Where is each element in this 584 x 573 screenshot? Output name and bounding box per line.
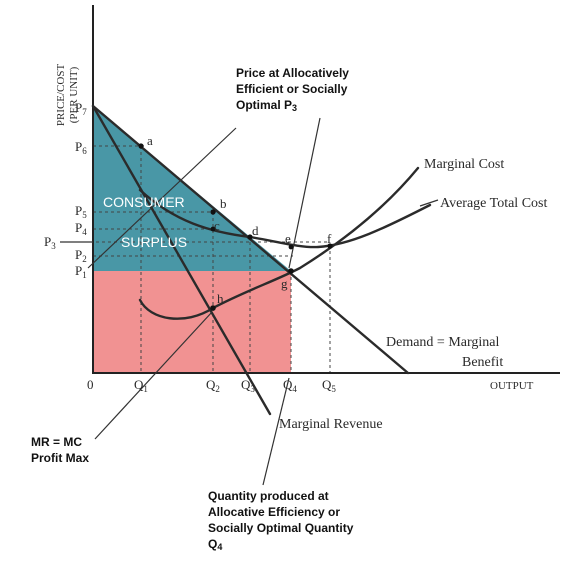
- y-tick-p2: P2: [75, 247, 87, 264]
- mrmc-annotation: MR = MC Profit Max: [31, 435, 89, 465]
- point-labels: a b c d e f g h: [147, 133, 332, 306]
- point-d-dot: [247, 234, 253, 240]
- price-annotation-line2: Efficient or Socially: [236, 82, 348, 96]
- average-total-cost-curve: [138, 188, 432, 249]
- y-tick-p3: P3: [44, 234, 56, 251]
- y-tick-p6: P6: [75, 139, 87, 156]
- quantity-annotation-line3: Socially Optimal Quantity: [208, 521, 354, 535]
- point-f-label: f: [327, 231, 332, 246]
- point-e-dot: [288, 244, 294, 250]
- guide-lines: [60, 145, 331, 373]
- y-axis-title-line1: PRICE/COST: [55, 64, 67, 127]
- mrmc-annotation-line2: Profit Max: [31, 451, 89, 465]
- demand-label-line1: Demand = Marginal: [386, 335, 499, 350]
- marginal-revenue-label: Marginal Revenue: [279, 417, 383, 432]
- point-b-label: b: [220, 196, 227, 211]
- y-tick-labels: P7 P6 P5 P4 P3 P2 P1: [44, 100, 87, 280]
- quantity-annotation-line1: Quantity produced at: [208, 489, 329, 503]
- quantity-annotation: Quantity produced at Allocative Efficien…: [208, 489, 354, 552]
- point-a-label: a: [147, 133, 153, 148]
- point-c-label: c: [214, 218, 220, 233]
- x-tick-q1: Q1: [134, 377, 148, 394]
- marginal-cost-label: Marginal Cost: [424, 157, 504, 172]
- marginal-revenue-curve: [91, 104, 272, 416]
- point-a-dot: [138, 143, 144, 149]
- curve-labels: Marginal Cost Average Total Cost Demand …: [279, 157, 547, 432]
- y-axis-title-line2: (PER UNIT): [68, 66, 80, 123]
- demand-label-line2: Benefit: [462, 355, 503, 370]
- price-annotation-line3: Optimal P3: [236, 98, 297, 113]
- consumer-label: CONSUMER: [103, 194, 185, 210]
- pointer-price-line-2: [288, 117, 321, 269]
- curve-points: [138, 143, 333, 311]
- marginal-cost-curve: [138, 166, 420, 320]
- average-total-cost-label: Average Total Cost: [440, 196, 547, 211]
- x-axis-title: OUTPUT: [490, 380, 534, 392]
- point-h-dot: [210, 305, 216, 311]
- pointer-price-line: [87, 127, 237, 269]
- price-annotation-line1: Price at Allocatively: [236, 66, 349, 80]
- y-tick-p5: P5: [75, 203, 87, 220]
- mrmc-annotation-line1: MR = MC: [31, 435, 82, 449]
- pointer-mrmc-line: [94, 311, 213, 440]
- point-c-dot: [210, 226, 216, 232]
- point-d-label: d: [252, 223, 259, 238]
- point-g-dot: [288, 268, 294, 274]
- y-tick-p7: P7: [75, 100, 87, 117]
- x-tick-q5: Q5: [322, 377, 336, 394]
- y-tick-p4: P4: [75, 220, 87, 237]
- x-tick-q2: Q2: [206, 377, 220, 394]
- x-tick-q4: Q4: [283, 377, 297, 394]
- origin-label: 0: [87, 377, 94, 392]
- quantity-annotation-line2: Allocative Efficiency or: [208, 505, 340, 519]
- x-tick-q3: Q3: [241, 377, 255, 394]
- x-tick-labels: 0 Q1 Q2 Q3 Q4 Q5 OUTPUT: [87, 377, 534, 394]
- region-labels: CONSUMER SURPLUS: [103, 194, 187, 250]
- y-axis-title: PRICE/COST (PER UNIT): [55, 64, 80, 127]
- point-e-label: e: [285, 231, 291, 246]
- point-f-dot: [327, 243, 333, 249]
- avg-cost-label-leader: [419, 199, 439, 207]
- point-h-label: h: [217, 291, 224, 306]
- y-tick-p1: P1: [75, 263, 87, 280]
- pointer-quantity-line: [262, 377, 290, 486]
- point-g-label: g: [281, 276, 288, 291]
- price-annotation: Price at Allocatively Efficient or Socia…: [236, 66, 349, 113]
- point-b-dot: [210, 209, 216, 215]
- quantity-annotation-line4: Q4: [208, 537, 222, 552]
- surplus-label: SURPLUS: [121, 234, 187, 250]
